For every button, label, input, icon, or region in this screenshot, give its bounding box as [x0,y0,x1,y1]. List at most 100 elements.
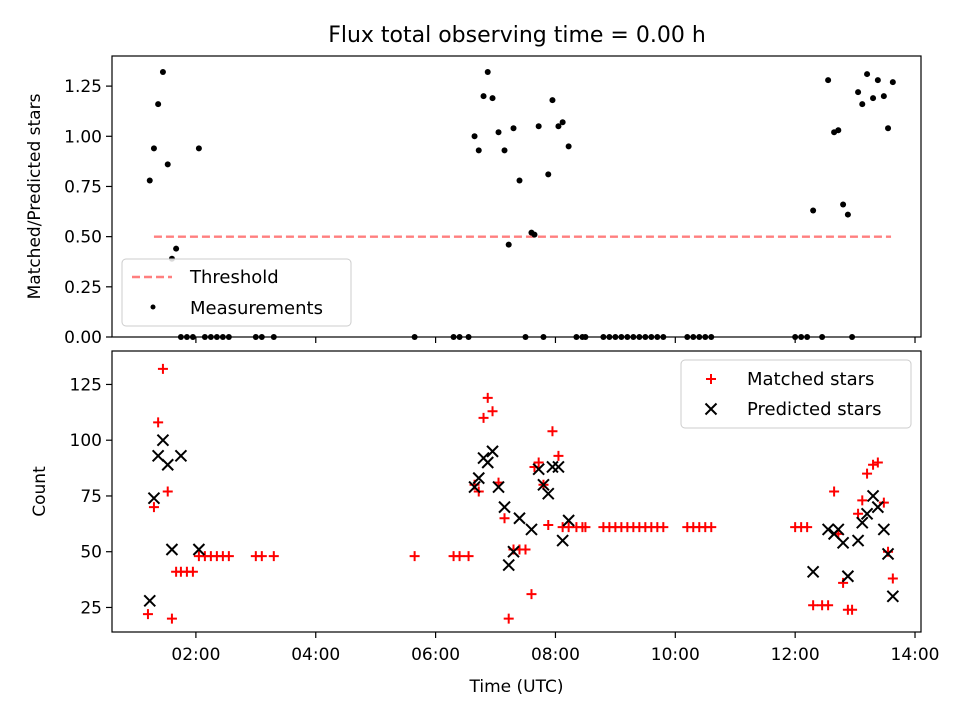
measurement-point [545,171,552,178]
predicted-star-point [877,523,891,536]
predicted-star-point [502,558,515,572]
bottom-y-tick-label: 75 [80,487,102,507]
matched-star-point [553,450,564,461]
predicted-star-point [886,590,900,603]
matched-star-point [706,522,717,533]
predicted-star-point [174,449,188,463]
matched-star-point [142,609,153,620]
measurement-point [874,77,881,84]
matched-star-point [454,551,465,562]
predicted-star-point [562,514,575,527]
predicted-star-point [498,500,511,514]
top-legend: Threshold Measurements [121,258,352,327]
matched-star-point [829,486,840,497]
measurement-point [559,119,566,126]
top-chart-title: Flux total observing time = 0.00 h [328,23,706,48]
predicted-star-point [165,543,179,556]
x-tick-label: 06:00 [411,645,460,665]
matched-legend-swatch [706,374,716,384]
measurements-legend-swatch [150,304,156,310]
predicted-star-point [821,523,835,536]
matched-star-point [148,502,159,513]
bottom-legend: Matched stars Predicted stars [680,359,912,429]
matched-star-point [838,577,849,588]
bottom-y-tick-label: 100 [70,431,102,451]
predicted-star-point [532,462,545,476]
matched-star-point [166,613,177,624]
measurement-point [835,127,842,134]
measurement-point [489,95,496,102]
x-tick-label: 14:00 [891,645,940,665]
matched-star-point [547,426,558,437]
matched-star-point [526,589,537,600]
predicted-star-point [525,523,538,536]
measurement-point [164,161,171,168]
measurement-point [555,123,562,130]
matched-star-point [823,600,834,611]
top-y-tick-label: 1.25 [64,77,102,97]
top-y-tick-label: 0.75 [64,177,102,197]
matched-star-point [857,495,868,506]
measurement-point [159,69,166,76]
predicted-star-point [881,547,895,561]
measurement-point [150,145,157,152]
matched-legend-label: Matched stars [747,369,874,390]
measurement-point [864,71,871,78]
top-axes-frame [111,55,922,338]
measurement-point [146,177,153,184]
measurement-point [840,201,847,208]
predicted-star-point [481,456,494,469]
matched-star-point [499,513,510,524]
top-y-tick-label: 1.00 [64,127,102,147]
measurement-point [155,101,162,108]
matched-star-point [520,544,531,555]
matched-star-point [482,392,493,403]
matched-star-point [487,406,498,417]
bottom-y-axis-label: Count [30,466,50,517]
bottom-legend-box [680,359,912,429]
matched-star-point [543,519,554,530]
predicted-star-point [161,458,174,471]
measurement-point [889,79,896,86]
predicted-star-point [542,487,555,500]
predicted-star-point [851,534,865,547]
matched-star-point [533,457,544,468]
matched-star-point [409,551,420,562]
predicted-star-point [866,489,880,503]
top-plot: 0.00 0.25 0.50 0.75 1.00 1.25 Matched/Predicte… [25,55,922,348]
top-legend-box [121,258,352,327]
matched-star-point [808,600,819,611]
predicted-star-point [871,500,885,514]
measurement-point [885,125,892,132]
matched-star-point [658,522,669,533]
threshold-legend-label: Threshold [189,267,279,288]
predicted-star-point [556,534,569,547]
predicted-star-point [836,536,850,550]
measurement-point [501,147,508,154]
bottom-y-tick-label: 25 [80,598,102,618]
matched-star-point [162,486,173,497]
matched-star-point [878,497,889,508]
matched-star-point [887,573,898,584]
matched-star-point [153,417,164,428]
measurement-point [531,231,538,238]
measurement-point [549,97,556,104]
top-y-tick-label: 0.50 [64,228,102,248]
predicted-star-point [192,543,206,556]
measurement-point [173,245,180,252]
measurement-point [471,133,478,140]
measurement-point [495,129,502,136]
measurement-point [195,145,202,152]
top-y-tick-label: 0.25 [64,278,102,298]
matched-star-point [256,551,267,562]
measurement-point [516,177,523,184]
matched-star-point [872,457,883,468]
matched-star-point [868,459,879,470]
matched-star-point [187,566,198,577]
predicted-star-point [832,523,845,536]
measurement-point [505,241,512,248]
predicted-star-point [537,478,550,492]
predicted-star-point [552,460,565,474]
